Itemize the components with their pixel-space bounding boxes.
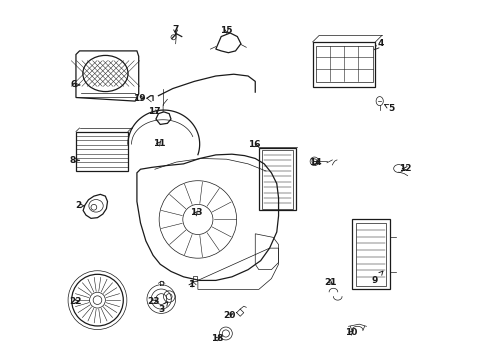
Bar [312, 42, 375, 87]
Text: 20: 20 [223, 311, 235, 320]
Text: 3: 3 [158, 302, 167, 314]
Text: 17: 17 [147, 107, 160, 116]
Bar [355, 223, 386, 286]
Text: 9: 9 [370, 271, 382, 285]
Text: 5: 5 [384, 104, 394, 113]
Text: 21: 21 [324, 278, 336, 287]
Bar [258, 148, 296, 211]
Text: 1: 1 [188, 280, 194, 289]
Text: 14: 14 [308, 158, 321, 167]
Bar [351, 220, 389, 289]
Text: 6: 6 [71, 81, 80, 90]
Text: 15: 15 [220, 26, 232, 35]
Text: 4: 4 [374, 39, 383, 50]
Text: 16: 16 [248, 140, 260, 149]
Text: 12: 12 [398, 164, 410, 173]
Text: 10: 10 [345, 328, 357, 337]
Text: 7: 7 [172, 25, 179, 34]
Text: 8: 8 [70, 156, 79, 165]
Bar [261, 149, 293, 209]
Text: 23: 23 [146, 297, 159, 306]
Text: 11: 11 [153, 139, 165, 148]
Text: 13: 13 [189, 208, 202, 217]
Text: 19: 19 [133, 94, 146, 103]
Bar [76, 132, 128, 171]
Bar [315, 45, 372, 82]
Text: 18: 18 [211, 334, 224, 343]
Text: 2: 2 [75, 201, 84, 210]
Text: 22: 22 [69, 297, 81, 306]
